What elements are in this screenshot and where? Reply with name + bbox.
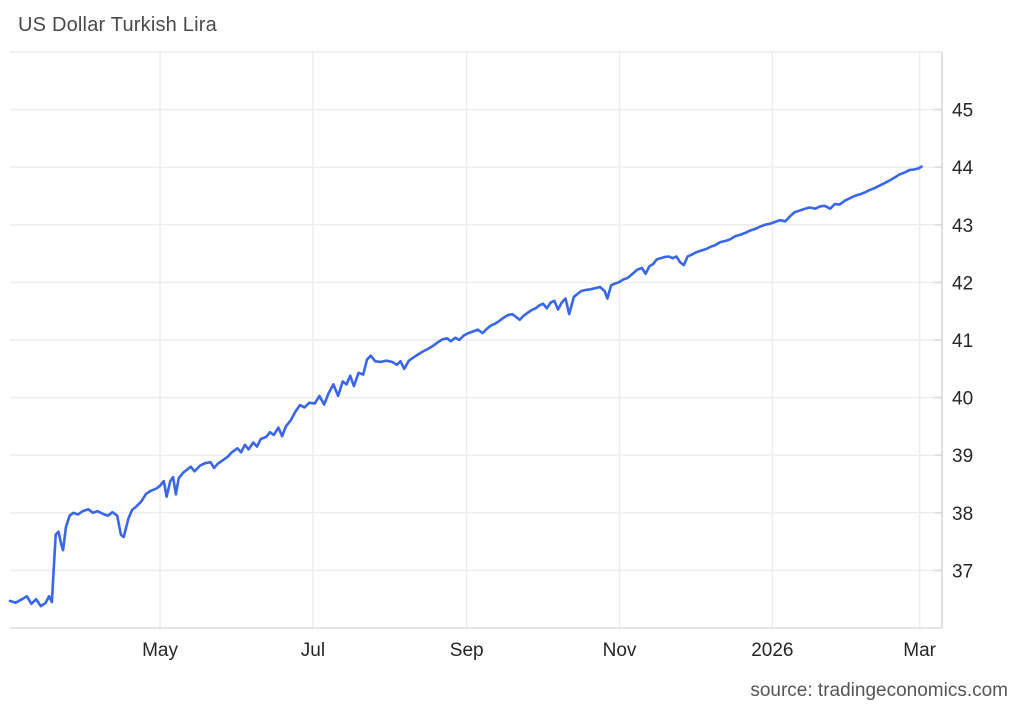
x-tick-label: Mar (903, 640, 936, 661)
price-line[interactable] (8, 165, 923, 608)
source-credit-link[interactable]: source: tradingeconomics.com (750, 680, 1008, 701)
y-tick-label: 45 (952, 101, 973, 122)
x-tick-label: Nov (603, 640, 637, 661)
x-tick-label: Sep (450, 640, 484, 661)
y-tick-label: 44 (952, 158, 974, 179)
chart-plot-area[interactable]: 37 38 39 40 41 42 43 44 45 May Jul Sep Nov 2026 Mar (0, 0, 1024, 672)
chart-title: US Dollar Turkish Lira (18, 14, 217, 36)
y-tick-label: 42 (952, 273, 973, 294)
y-tick-label: 43 (952, 216, 973, 237)
y-tick-label: 40 (952, 389, 973, 410)
y-tick-label: 38 (952, 504, 973, 525)
y-tick-label: 37 (952, 561, 973, 582)
y-tick-label: 41 (952, 331, 973, 352)
y-tick-label: 39 (952, 446, 973, 467)
x-tick-label: Jul (301, 640, 325, 661)
x-tick-label: 2026 (751, 640, 793, 661)
x-tick-label: May (142, 640, 178, 661)
